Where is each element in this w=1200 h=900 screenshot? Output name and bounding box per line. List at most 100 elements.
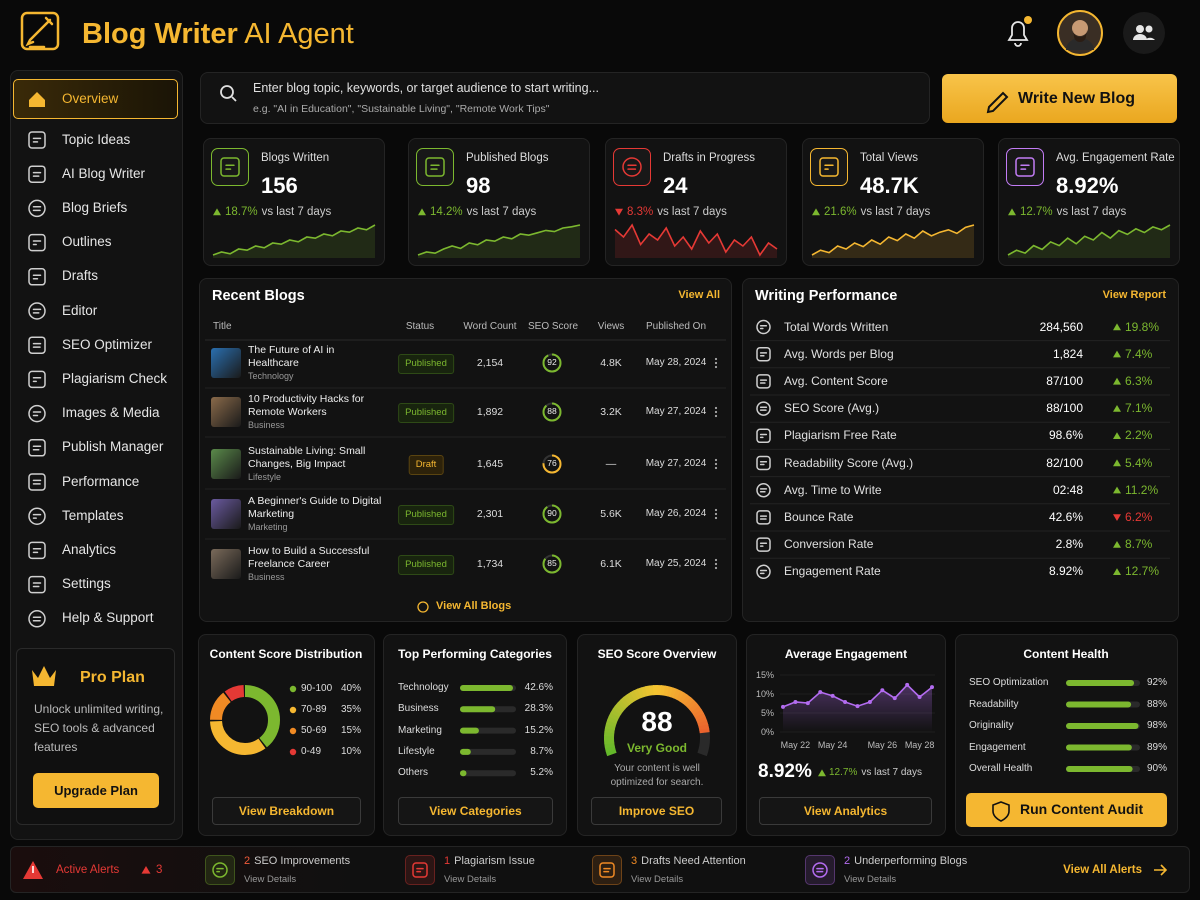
blog-category: Business bbox=[248, 572, 285, 582]
stat-icon-bg bbox=[613, 148, 651, 186]
health-value: 88% bbox=[1146, 698, 1167, 710]
blog-thumbnail bbox=[211, 449, 241, 479]
metric-change: 2.2% bbox=[1125, 428, 1153, 443]
alert-item-icon bbox=[805, 855, 835, 885]
view-breakdown[interactable]: View Breakdown bbox=[238, 803, 335, 818]
pro-plan-text: Unlock unlimited writing, SEO tools & ad… bbox=[34, 702, 164, 754]
seo-note: Your content is well optimized for searc… bbox=[610, 763, 704, 788]
blog-title[interactable]: The Future of AI in Healthcare bbox=[248, 344, 335, 369]
alert-text: Drafts Need Attention bbox=[641, 855, 746, 868]
x-tick-label: May 28 bbox=[904, 739, 935, 750]
metric-label: Total Words Written bbox=[784, 319, 889, 334]
views: — bbox=[605, 457, 617, 470]
view-categories[interactable]: View Categories bbox=[429, 803, 522, 818]
nav-item[interactable]: Editor bbox=[62, 302, 98, 318]
stat-label: Published Blogs bbox=[466, 151, 549, 164]
alert-details[interactable]: View Details bbox=[244, 874, 297, 886]
nav-item[interactable]: AI Blog Writer bbox=[62, 165, 146, 181]
category-label: Lifestyle bbox=[398, 745, 435, 757]
notification-bell[interactable] bbox=[1007, 16, 1032, 47]
metric-label: Avg. Words per Blog bbox=[784, 346, 894, 361]
nav-item[interactable]: Overview bbox=[62, 90, 119, 106]
stat-period: vs last 7 days bbox=[261, 205, 332, 218]
nav-item[interactable]: Help & Support bbox=[62, 610, 154, 626]
write-button-bg[interactable] bbox=[942, 74, 1177, 123]
alert-details[interactable]: View Details bbox=[444, 874, 497, 886]
stat-change-value: 8.3% bbox=[627, 205, 654, 218]
metric-label: Engagement Rate bbox=[784, 564, 881, 579]
category-value: 42.6% bbox=[524, 682, 553, 693]
health-value: 90% bbox=[1146, 763, 1167, 774]
write-button[interactable]: Write New Blog bbox=[1018, 89, 1136, 107]
alert-details[interactable]: View Details bbox=[631, 874, 684, 886]
writing-performance-link[interactable]: View Report bbox=[1102, 289, 1166, 302]
word-count: 1,892 bbox=[476, 405, 504, 418]
y-tick-label: 15% bbox=[755, 669, 774, 680]
alerts-count: 3 bbox=[156, 863, 163, 876]
improve-seo[interactable]: Improve SEO bbox=[618, 803, 695, 818]
nav-item[interactable]: Images & Media bbox=[62, 405, 160, 421]
nav-item[interactable]: Outlines bbox=[62, 234, 112, 250]
team-button[interactable] bbox=[1123, 12, 1165, 54]
user-avatar[interactable] bbox=[1057, 10, 1103, 56]
status-badge: Published bbox=[398, 354, 454, 374]
nav-item[interactable]: Performance bbox=[62, 473, 140, 489]
upgrade-button-bg[interactable] bbox=[33, 773, 159, 808]
nav-item[interactable]: Plagiarism Check bbox=[62, 370, 168, 386]
stat-label: Drafts in Progress bbox=[663, 151, 756, 164]
view-all-blogs[interactable]: View All Blogs bbox=[436, 600, 512, 613]
legend-value: 15% bbox=[340, 725, 361, 736]
nav-item[interactable]: Settings bbox=[62, 576, 111, 592]
column-header: Published On bbox=[645, 321, 707, 332]
stat-period: vs last 7 days bbox=[657, 205, 727, 218]
category-value: 15.2% bbox=[524, 724, 553, 736]
nav-item[interactable]: Analytics bbox=[62, 541, 117, 557]
word-count: 1,734 bbox=[476, 557, 504, 570]
engagement-change-value: 12.7% bbox=[829, 767, 858, 778]
run-audit[interactable]: Run Content Audit bbox=[1020, 801, 1144, 818]
blog-title-cell: The Future of AI in Healthcare Technology bbox=[248, 341, 388, 385]
metric-change: 6.3% bbox=[1125, 374, 1153, 388]
alert-item: 2 SEO Improvements bbox=[244, 854, 350, 869]
nav-item[interactable]: SEO Optimizer bbox=[62, 336, 153, 352]
metric-change: 19.8% bbox=[1125, 319, 1160, 334]
nav-item[interactable]: Drafts bbox=[62, 268, 99, 284]
blog-title[interactable]: Sustainable Living: Small Changes, Big I… bbox=[248, 445, 366, 470]
category-value: 8.7% bbox=[530, 745, 553, 757]
stat-icon-bg bbox=[1006, 148, 1044, 186]
metric-value: 82/100 bbox=[1046, 455, 1083, 470]
search-hint: e.g. "AI in Education", "Sustainable Liv… bbox=[253, 102, 550, 115]
blog-title[interactable]: 10 Productivity Hacks for Remote Workers bbox=[248, 393, 365, 418]
metric-label: Readability Score (Avg.) bbox=[784, 455, 914, 470]
stat-change: 12.7% vs last 7 days bbox=[1020, 204, 1126, 220]
category-value: 28.3% bbox=[524, 703, 553, 715]
view-analytics[interactable]: View Analytics bbox=[803, 803, 888, 818]
x-tick-label: May 26 bbox=[867, 739, 898, 750]
metric-label: Bounce Rate bbox=[784, 510, 854, 524]
logo bbox=[20, 11, 60, 51]
upgrade-button[interactable]: Upgrade Plan bbox=[54, 782, 138, 798]
column-header: Status bbox=[405, 321, 435, 332]
blog-title[interactable]: A Beginner's Guide to Digital Marketing bbox=[248, 495, 382, 520]
nav-item[interactable]: Publish Manager bbox=[62, 439, 164, 455]
view-all-alerts[interactable]: View All Alerts bbox=[1063, 863, 1142, 876]
blog-title-cell: How to Build a Successful Freelance Care… bbox=[248, 542, 388, 586]
recent-blogs bbox=[199, 278, 732, 622]
app-title-bold: Blog Writer bbox=[82, 18, 238, 50]
app-title: Blog Writer AI Agent bbox=[82, 14, 354, 54]
alert-item-icon bbox=[205, 855, 235, 885]
alert-text: Underperforming Blogs bbox=[854, 855, 968, 868]
nav-item[interactable]: Templates bbox=[62, 507, 124, 523]
writing-performance-title: Writing Performance bbox=[755, 287, 898, 304]
alert-count: 1 bbox=[444, 855, 451, 868]
nav-item[interactable]: Topic Ideas bbox=[62, 131, 131, 147]
search-placeholder[interactable]: Enter blog topic, keywords, or target au… bbox=[253, 81, 600, 96]
alert-details[interactable]: View Details bbox=[844, 874, 897, 886]
views: 6.1K bbox=[600, 557, 622, 570]
nav-item[interactable]: Blog Briefs bbox=[62, 199, 128, 215]
widget-title: Average Engagement bbox=[784, 646, 908, 661]
alert-item: 2 Underperforming Blogs bbox=[844, 854, 967, 869]
blog-title[interactable]: How to Build a Successful Freelance Care… bbox=[248, 545, 370, 570]
stat-label: Avg. Engagement Rate bbox=[1056, 151, 1175, 164]
recent-blogs-link[interactable]: View All bbox=[678, 289, 720, 302]
